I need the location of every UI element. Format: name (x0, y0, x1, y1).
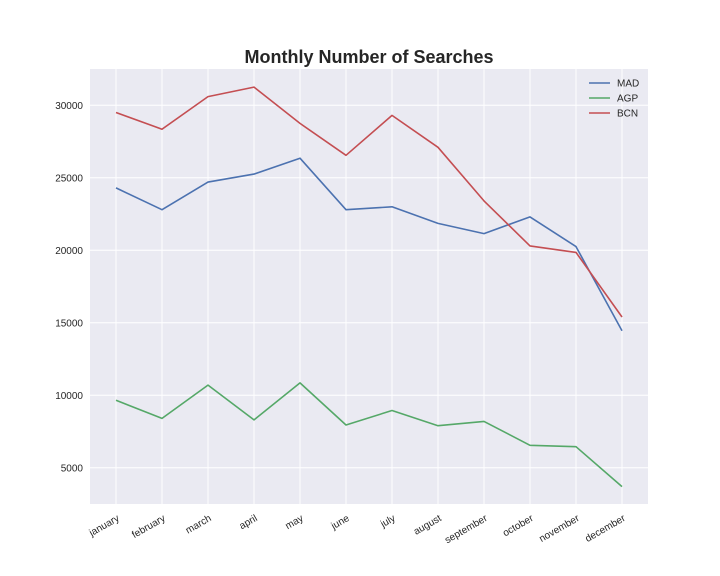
y-tick-label: 10000 (55, 391, 83, 402)
series-line-mad (115, 157, 623, 332)
y-tick-label: 25000 (55, 173, 83, 184)
legend: MAD AGP BCN (589, 79, 639, 120)
y-tick-label: 5000 (61, 463, 84, 474)
y-tick-label: 20000 (55, 246, 83, 257)
y-tick-label: 30000 (55, 101, 83, 112)
legend-label-agp: AGP (617, 94, 638, 105)
legend-label-bcn: BCN (617, 109, 638, 120)
series-lines (115, 86, 623, 488)
gridlines (90, 69, 648, 504)
series-line-bcn (115, 86, 623, 318)
chart-title: Monthly Number of Searches (244, 47, 493, 67)
plot-area (90, 69, 648, 504)
legend-label-mad: MAD (617, 79, 639, 90)
series-line-agp (115, 382, 623, 488)
y-axis-ticks: 5000 10000 15000 20000 25000 30000 (55, 101, 83, 475)
y-tick-label: 15000 (55, 318, 83, 329)
